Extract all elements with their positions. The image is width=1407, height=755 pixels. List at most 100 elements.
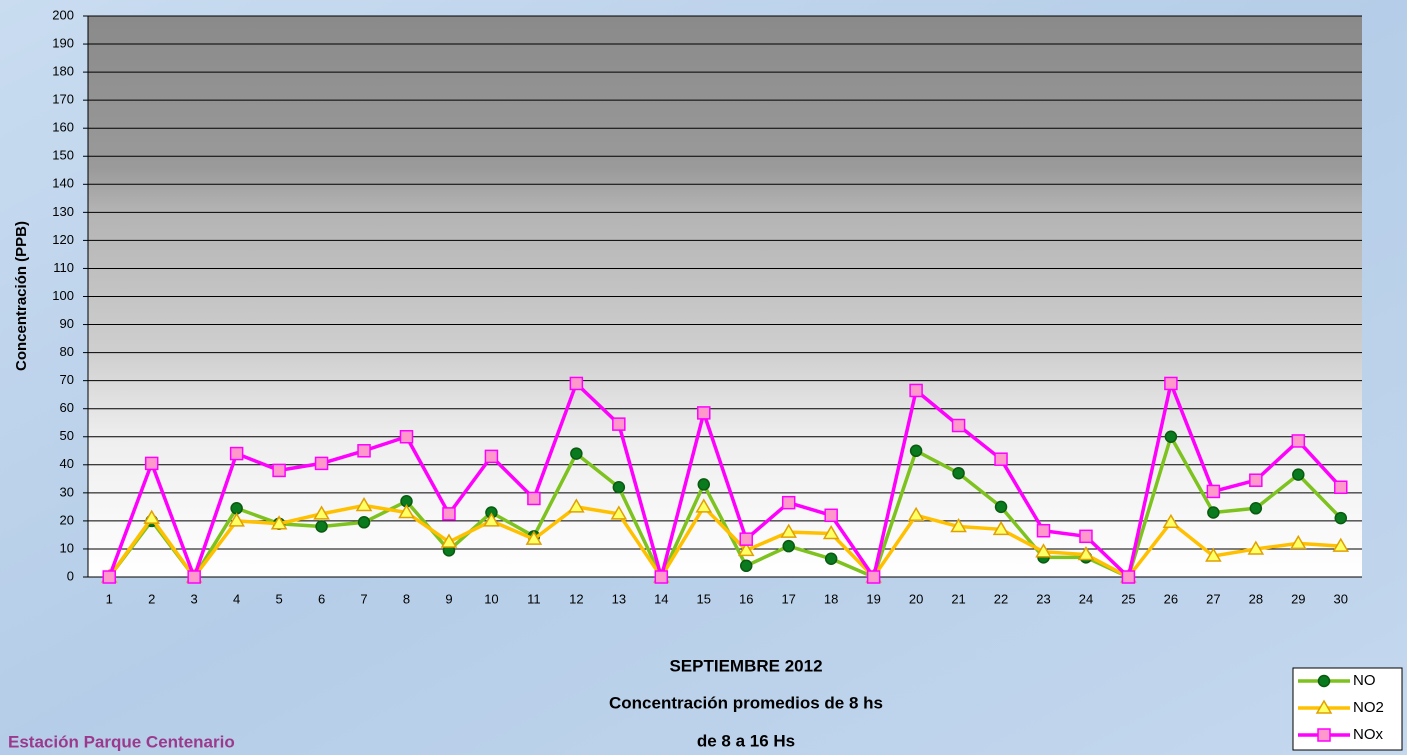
x-tick-label: 18 xyxy=(824,591,838,606)
data-point xyxy=(950,518,967,533)
data-point xyxy=(951,418,966,433)
data-point xyxy=(782,539,795,553)
x-tick-label: 26 xyxy=(1164,591,1178,606)
y-tick-label: 150 xyxy=(52,148,74,163)
x-tick-label: 19 xyxy=(866,591,880,606)
data-point xyxy=(1292,468,1305,481)
data-point xyxy=(357,516,371,529)
series-line xyxy=(107,435,1343,579)
y-tick-label: 50 xyxy=(60,428,74,443)
x-tick-label: 6 xyxy=(318,591,325,606)
data-point xyxy=(1334,511,1348,525)
x-tick-label: 30 xyxy=(1334,591,1348,606)
data-point xyxy=(824,552,838,566)
data-point xyxy=(440,533,458,548)
data-point xyxy=(270,515,288,530)
y-tick-label: 180 xyxy=(52,64,74,79)
legend-marker xyxy=(1317,674,1331,688)
data-point xyxy=(568,498,585,513)
data-point xyxy=(1249,502,1263,515)
data-point xyxy=(229,446,244,461)
data-point xyxy=(1164,430,1178,443)
data-point xyxy=(1206,484,1221,499)
data-point xyxy=(992,520,1010,536)
data-point xyxy=(1164,376,1178,391)
legend-marker xyxy=(1317,728,1331,742)
data-point xyxy=(102,570,116,584)
data-point xyxy=(822,525,840,540)
series-line xyxy=(107,503,1341,579)
y-tick-label: 170 xyxy=(52,92,74,107)
data-point xyxy=(569,376,584,391)
x-tick-label: 25 xyxy=(1121,591,1135,606)
data-point xyxy=(315,520,328,533)
legend-label: NO2 xyxy=(1353,699,1384,716)
x-tick-label: 9 xyxy=(445,591,452,606)
data-point xyxy=(527,491,541,506)
x-tick-label: 21 xyxy=(951,591,965,606)
x-tick-label: 10 xyxy=(484,591,498,606)
data-point xyxy=(355,496,373,512)
data-point xyxy=(1077,546,1095,561)
y-tick-label: 20 xyxy=(60,512,74,527)
x-tick-label: 2 xyxy=(148,591,155,606)
series-line xyxy=(107,381,1343,579)
data-point xyxy=(272,463,286,478)
x-tick-label: 15 xyxy=(697,591,711,606)
data-point xyxy=(1162,513,1180,529)
data-point xyxy=(612,417,626,431)
data-point xyxy=(866,570,881,584)
data-point xyxy=(483,512,500,527)
data-point xyxy=(442,507,456,521)
data-point xyxy=(780,523,798,538)
x-tick-label: 22 xyxy=(994,591,1008,606)
legend-label: NO xyxy=(1353,672,1376,689)
data-point xyxy=(143,509,161,524)
x-tick-label: 14 xyxy=(654,591,668,606)
data-point xyxy=(781,495,796,510)
y-tick-label: 100 xyxy=(52,288,74,303)
x-tick-label: 11 xyxy=(527,591,541,606)
x-tick-label: 7 xyxy=(360,591,367,606)
x-tick-label: 12 xyxy=(569,591,583,606)
data-point xyxy=(994,452,1008,466)
data-point xyxy=(398,503,415,519)
data-point xyxy=(697,478,711,491)
y-tick-label: 160 xyxy=(52,120,74,135)
x-tick-label: 13 xyxy=(612,591,626,606)
data-point xyxy=(1121,570,1136,584)
data-point xyxy=(228,512,245,527)
data-point xyxy=(1079,529,1093,544)
data-point xyxy=(907,506,925,522)
data-point xyxy=(1035,543,1052,558)
title: de 8 a 16 Hs xyxy=(697,731,795,750)
data-point xyxy=(313,505,330,520)
x-tick-label: 27 xyxy=(1206,591,1220,606)
legend-label: NOx xyxy=(1353,726,1384,743)
x-tick-label: 1 xyxy=(106,591,113,606)
x-tick-label: 24 xyxy=(1079,591,1093,606)
data-point xyxy=(739,559,753,573)
y-tick-label: 120 xyxy=(52,232,74,247)
title: SEPTIEMBRE 2012 xyxy=(669,656,822,675)
y-axis-label: Concentración (PPB) xyxy=(13,221,30,371)
y-tick-label: 60 xyxy=(60,400,74,415)
title: Concentración promedios de 8 hs xyxy=(609,693,883,712)
x-tick-label: 8 xyxy=(403,591,410,606)
data-point xyxy=(1249,473,1263,487)
data-point xyxy=(1291,434,1306,448)
data-point xyxy=(187,570,201,584)
y-tick-label: 200 xyxy=(52,7,74,22)
data-point xyxy=(1334,480,1348,494)
x-tick-label: 5 xyxy=(275,591,282,606)
data-point xyxy=(739,532,753,546)
data-point xyxy=(1207,506,1220,519)
data-point xyxy=(570,447,583,460)
x-tick-label: 17 xyxy=(781,591,795,606)
data-point xyxy=(909,444,923,458)
footer: Estación Parque Centenario xyxy=(8,732,235,751)
data-point xyxy=(525,530,543,545)
y-tick-label: 70 xyxy=(60,372,74,387)
data-point xyxy=(654,570,669,584)
x-tick-label: 16 xyxy=(739,591,753,606)
